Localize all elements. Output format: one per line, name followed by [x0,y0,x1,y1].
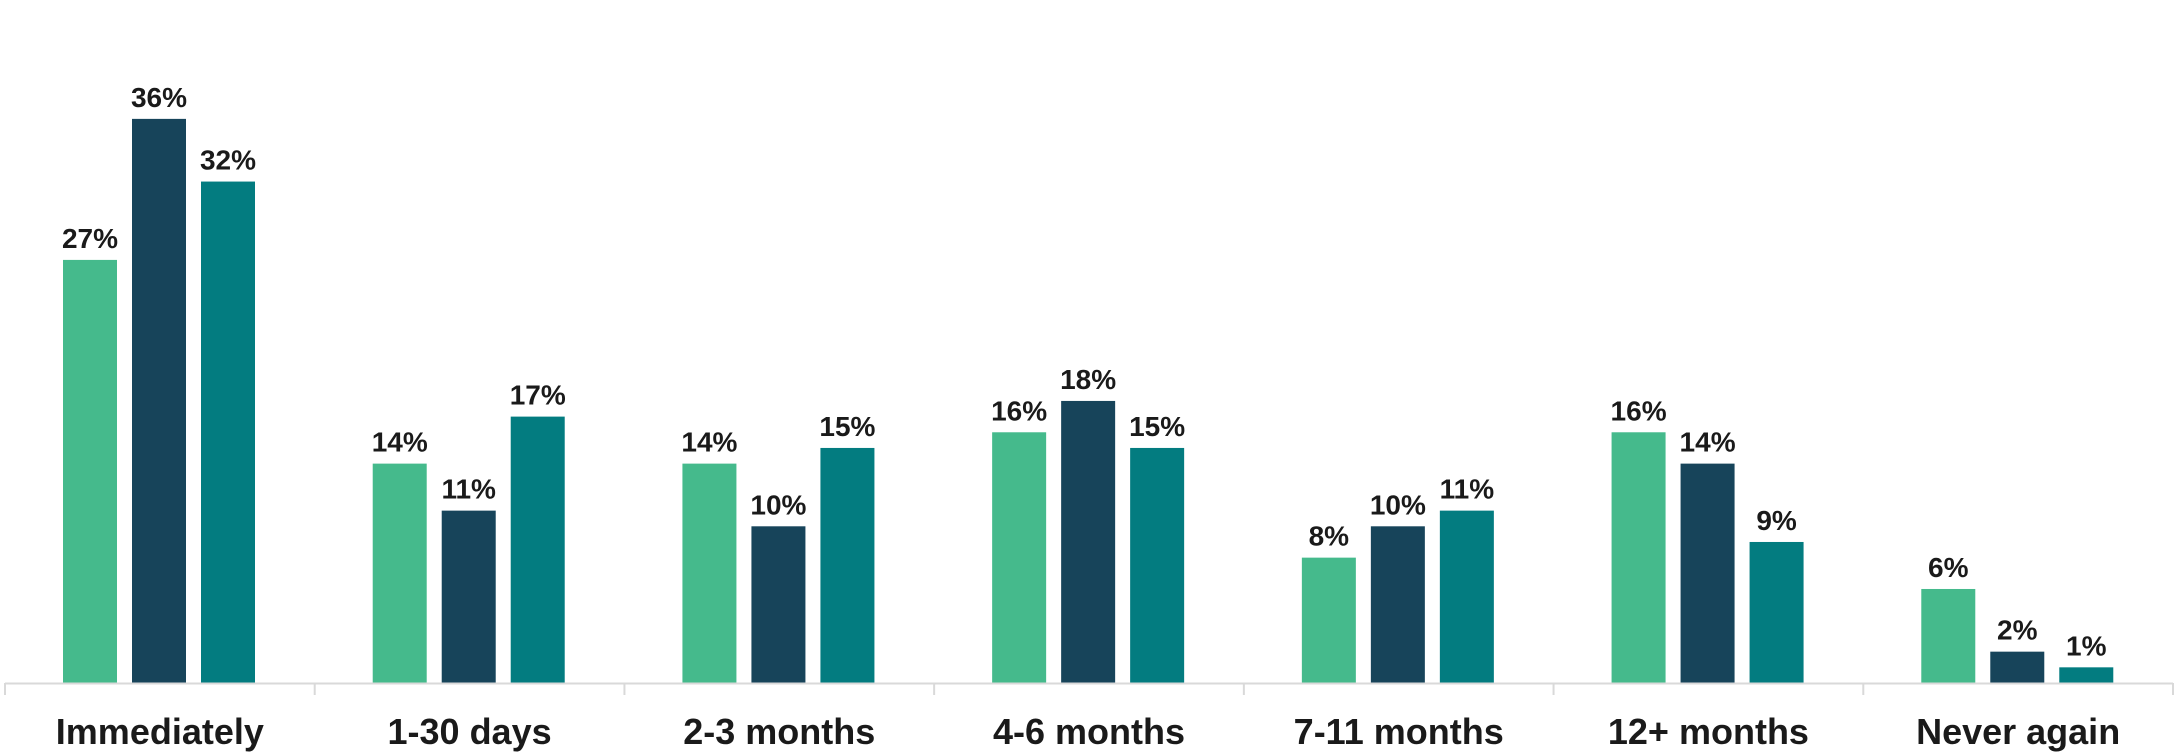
data-label: 16% [991,395,1047,426]
category-label: 2-3 months [683,711,875,752]
category-label: 1-30 days [388,711,552,752]
category-label: Never again [1916,711,2120,752]
bar-12-months-series-2 [1680,463,1735,683]
x-axis [4,682,2174,695]
bar-1-30-days-series-2 [441,510,496,683]
bar-7-11-months-series-1 [1301,557,1356,683]
bar-2-3-months-series-1 [682,463,737,683]
bar-never-again-series-3 [2059,667,2114,683]
data-label: 2% [1997,615,2038,646]
data-label: 1% [2066,630,2107,661]
bar-7-11-months-series-2 [1370,526,1425,683]
bar-1-30-days-series-3 [510,416,565,683]
data-label: 14% [681,427,737,458]
data-label: 9% [1756,505,1797,536]
data-label: 8% [1309,521,1350,552]
data-label: 14% [1680,427,1736,458]
bar-2-3-months-series-3 [820,447,875,683]
bar-never-again-series-1 [1921,588,1976,683]
data-label: 16% [1611,395,1667,426]
bar-4-6-months-series-2 [1061,400,1116,683]
value-labels-layer: 27% 36% 32% 14% 11% 17% 14% 10% 15% 16% 18% 15% 8% 10… [62,82,2107,661]
data-label: 11% [441,474,496,505]
data-label: 6% [1928,552,1969,583]
data-label: 15% [819,411,875,442]
bar-immediately-series-1 [63,259,117,683]
data-label: 14% [372,427,428,458]
category-label: 4-6 months [993,711,1185,752]
data-label: 11% [1440,474,1495,505]
bar-immediately-series-3 [201,181,255,683]
bar-7-11-months-series-3 [1439,510,1494,683]
bar-2-3-months-series-2 [751,526,806,683]
data-label: 10% [1370,489,1426,520]
data-label: 15% [1129,411,1185,442]
data-label: 18% [1060,364,1116,395]
bar-12-months-series-3 [1749,541,1804,683]
data-label: 17% [510,380,566,411]
bar-never-again-series-2 [1990,651,2045,683]
bar-immediately-series-2 [132,118,186,683]
category-label: Immediately [56,711,264,752]
category-label: 7-11 months [1294,711,1504,752]
data-label: 32% [200,145,256,176]
bar-4-6-months-series-3 [1130,447,1185,683]
data-label: 27% [62,223,118,254]
bars-layer [63,118,2114,683]
category-label: 12+ months [1608,711,1809,752]
category-labels-layer: Immediately 1-30 days 2-3 months 4-6 months… [56,711,2120,752]
bar-12-months-series-1 [1611,432,1666,683]
data-label: 10% [750,489,806,520]
bar-1-30-days-series-1 [372,463,427,683]
data-label: 36% [131,82,187,113]
bar-4-6-months-series-1 [992,432,1047,683]
